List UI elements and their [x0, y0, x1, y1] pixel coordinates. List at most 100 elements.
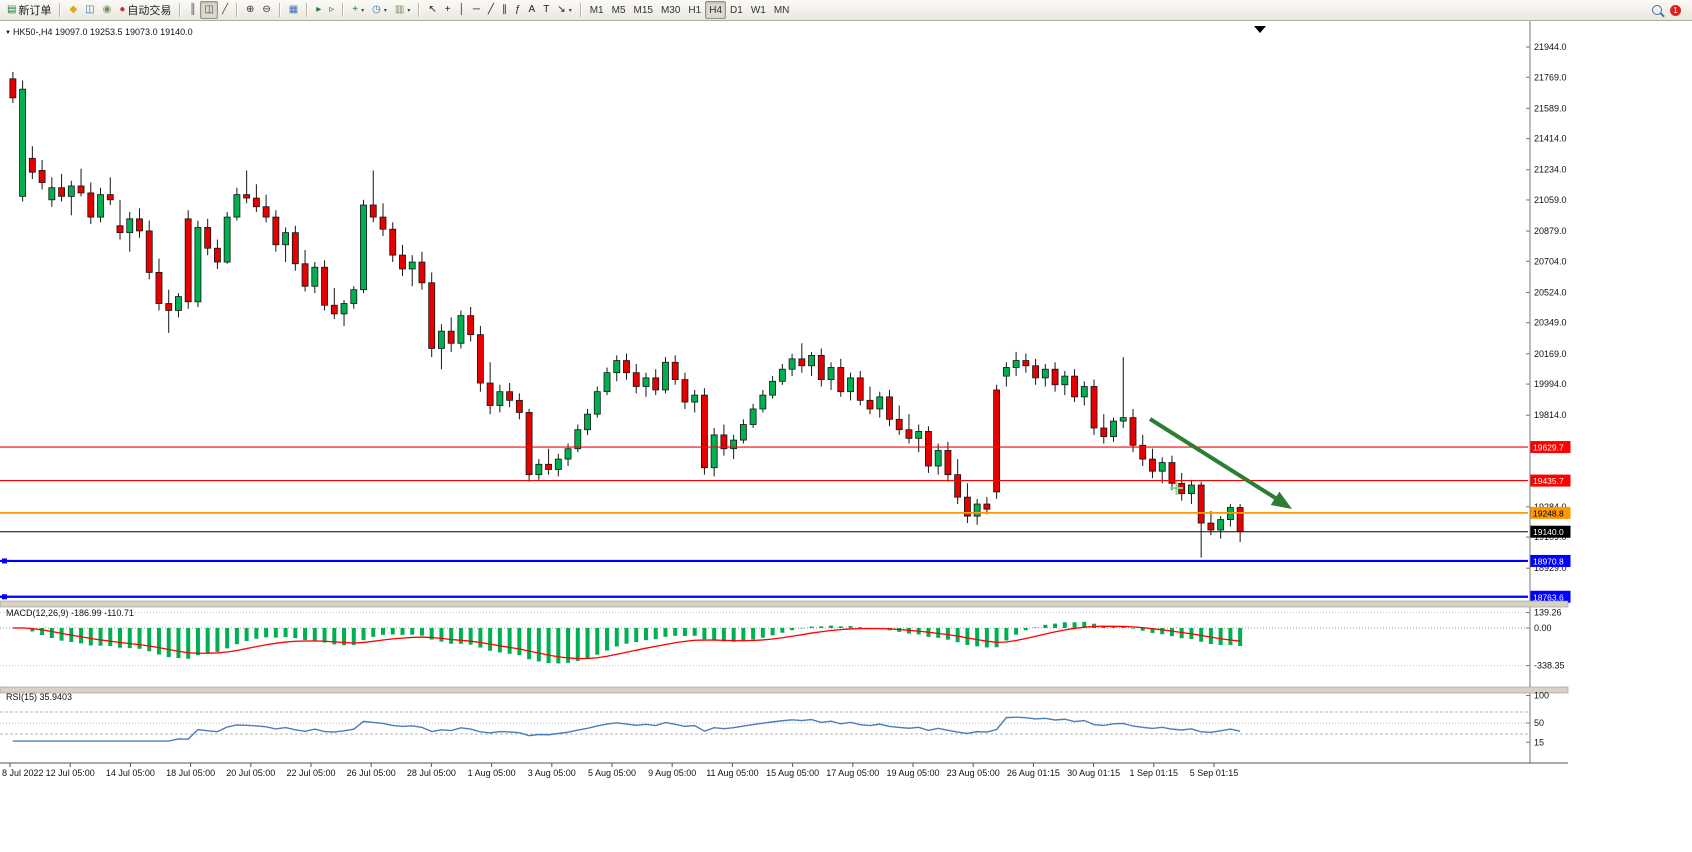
timeframe-m15-button[interactable]: M15: [630, 1, 657, 19]
candle-body: [233, 194, 241, 218]
zoom-in-icon: ⊕: [245, 4, 255, 15]
chart-shift-marker-icon[interactable]: [1254, 26, 1266, 33]
candle-body: [389, 228, 397, 256]
panel-splitter[interactable]: [0, 686, 1569, 694]
candle-body: [1080, 386, 1088, 398]
crosshair-button[interactable]: +: [441, 1, 455, 19]
line-chart-button[interactable]: ╱: [218, 1, 232, 19]
rsi-axis-label: 50: [1534, 718, 1544, 728]
trend-arrow-head[interactable]: [1270, 491, 1292, 509]
candle-body: [808, 354, 815, 367]
line-handle[interactable]: [2, 594, 7, 600]
vertical-line-icon: │: [458, 4, 465, 15]
timeframe-h4-button[interactable]: H4: [705, 1, 727, 19]
price-badge-label: 19140.0: [1533, 527, 1564, 537]
chevron-down-icon: ▾: [361, 7, 365, 14]
profiles-button[interactable]: ◫: [81, 1, 98, 19]
new-order-button[interactable]: ▤ 新订单: [3, 1, 55, 19]
date-label: 20 Jul 05:00: [226, 768, 275, 778]
candle-body: [603, 372, 611, 393]
candle-body: [204, 227, 212, 249]
metaeditor-button[interactable]: ◉: [99, 1, 116, 19]
vertical-line-button[interactable]: │: [455, 1, 469, 19]
candle-body: [866, 399, 874, 410]
search-button[interactable]: [1648, 1, 1666, 19]
chart-area[interactable]: 21944.0 21769.0 21589.0 21414.0 21234.0 21059…: [0, 21, 1692, 847]
timeframe-m1-button[interactable]: M1: [586, 1, 608, 19]
timeframe-m30-button-label: M30: [660, 4, 681, 16]
horizontal-line-button[interactable]: ─: [469, 1, 484, 19]
fibonacci-button[interactable]: ƒ: [511, 1, 525, 19]
channel-button[interactable]: ∥: [498, 1, 511, 19]
date-label: 23 Aug 05:00: [947, 768, 1000, 778]
price-axis-label: 21769.0: [1534, 72, 1567, 82]
indicators-button[interactable]: + ▾: [348, 1, 368, 19]
candlestick-chart-button[interactable]: ◫: [200, 1, 218, 19]
line-handle[interactable]: [2, 558, 7, 564]
history-center-button[interactable]: ◆: [65, 1, 81, 19]
timeframe-w1-button[interactable]: W1: [747, 1, 770, 19]
price-badge: [1530, 525, 1571, 538]
history-center-icon: ◆: [69, 4, 78, 15]
candle-body: [438, 330, 445, 349]
candle-body: [759, 394, 767, 410]
candle-body: [252, 197, 260, 208]
zoom-in-button[interactable]: ⊕: [242, 1, 258, 19]
periods-button[interactable]: ◷ ▾: [368, 1, 391, 19]
date-label: 28 Jul 05:00: [407, 768, 456, 778]
candle-body: [856, 377, 864, 401]
timeframe-m30-button[interactable]: M30: [657, 1, 684, 19]
candle-body: [379, 216, 387, 230]
price-badge-label: 19435.7: [1533, 476, 1564, 486]
candle-body: [574, 429, 582, 450]
macd-values: -186.99 -110.71: [71, 608, 134, 618]
timeframe-mn-button[interactable]: MN: [770, 1, 794, 19]
date-label: 8 Jul 2022: [2, 768, 44, 778]
candle-body: [28, 157, 36, 173]
collapse-triangle-icon[interactable]: ▼: [5, 30, 11, 36]
candle-body: [915, 431, 923, 439]
toolbar-separator: [235, 3, 238, 17]
chart-canvas[interactable]: 21944.0 21769.0 21589.0 21414.0 21234.0 21059…: [0, 21, 1692, 847]
date-label: 17 Aug 05:00: [826, 768, 879, 778]
price-badge-label: 19248.8: [1533, 508, 1564, 518]
cursor-icon: ↖: [428, 4, 437, 15]
timeframe-h1-button[interactable]: H1: [684, 1, 705, 19]
zoom-out-button[interactable]: ⊖: [258, 1, 274, 19]
timeframe-mn-button-label: MN: [773, 4, 790, 16]
candle-body: [106, 194, 114, 201]
chevron-down-icon: ▾: [383, 7, 387, 14]
timeframe-d1-button[interactable]: D1: [726, 1, 747, 19]
auto-trading-icon: ●: [119, 4, 126, 15]
rsi-name: RSI(15): [6, 692, 38, 702]
candle-body: [194, 227, 202, 303]
candle-body: [788, 358, 796, 370]
date-label: 5 Sep 01:15: [1190, 768, 1239, 778]
text-button[interactable]: A: [525, 1, 540, 19]
candle-body: [730, 439, 738, 450]
price-axis-label: 19994.0: [1534, 379, 1567, 389]
auto-trading-button[interactable]: ● 自动交易: [115, 1, 175, 19]
candlestick-chart-icon: ◫: [204, 4, 214, 15]
label-button[interactable]: T: [539, 1, 553, 19]
cursor-button[interactable]: ↖: [424, 1, 440, 19]
candle-body: [720, 434, 728, 450]
trendline-button[interactable]: ╱: [484, 1, 498, 19]
tile-windows-button[interactable]: ▦: [285, 1, 302, 19]
notifications-button[interactable]: 1: [1666, 1, 1685, 19]
auto-scroll-button[interactable]: ▸: [312, 1, 325, 19]
panel-splitter[interactable]: [0, 600, 1569, 608]
chart-shift-button[interactable]: ▹: [325, 1, 338, 19]
candle-body: [1197, 484, 1205, 524]
candle-body: [19, 88, 27, 197]
candle-body: [1041, 368, 1049, 379]
bar-chart-button[interactable]: ║: [185, 1, 200, 19]
trend-arrow[interactable]: [1148, 417, 1279, 501]
candle-body: [1071, 375, 1078, 398]
templates-button[interactable]: ▥ ▾: [391, 1, 414, 19]
arrows-button[interactable]: ↘ ▾: [553, 1, 575, 19]
candle-body: [38, 170, 46, 183]
candle-body: [623, 360, 630, 374]
timeframe-m5-button[interactable]: M5: [608, 1, 630, 19]
